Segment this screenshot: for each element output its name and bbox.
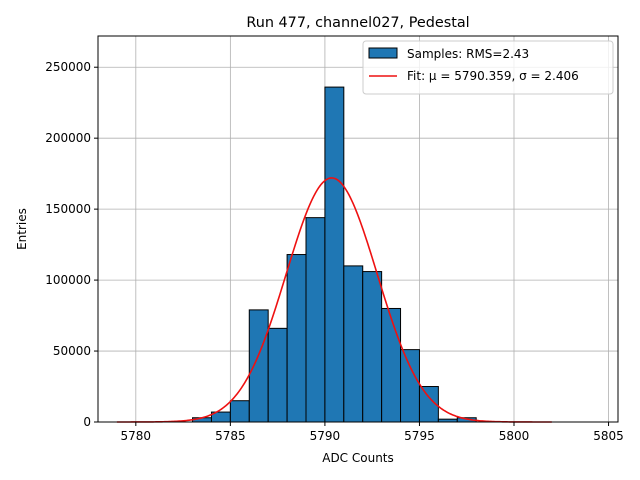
y-tick-label: 50000 (53, 344, 91, 358)
x-tick-label: 5790 (310, 429, 341, 443)
x-tick-label: 5805 (593, 429, 624, 443)
y-tick-label: 200000 (45, 131, 91, 145)
histogram-bar (381, 307, 402, 423)
histogram-bars (192, 86, 477, 423)
histogram-bar (267, 327, 288, 423)
histogram-bar (305, 217, 326, 423)
histogram-bar (343, 265, 364, 423)
y-tick-label: 100000 (45, 273, 91, 287)
fit-curve-group (116, 177, 552, 423)
histogram-bar (324, 86, 345, 423)
x-tick-label: 5795 (404, 429, 435, 443)
x-axis-label: ADC Counts (322, 451, 394, 465)
histogram-bar (400, 349, 420, 423)
x-tick-label: 5780 (121, 429, 152, 443)
y-tick-label: 0 (83, 415, 91, 429)
legend: Samples: RMS=2.43 Fit: μ = 5790.359, σ =… (362, 40, 614, 95)
legend-fit-label: Fit: μ = 5790.359, σ = 2.406 (407, 69, 579, 83)
y-axis-ticks: 0 50000 100000 150000 200000 250000 (45, 60, 98, 429)
histogram-bar (248, 309, 269, 423)
legend-box (362, 40, 614, 95)
x-tick-label: 5800 (499, 429, 530, 443)
y-axis-label: Entries (15, 208, 29, 250)
x-axis-ticks: 5780 5785 5790 5795 5800 5805 (121, 422, 624, 443)
legend-histogram-label: Samples: RMS=2.43 (407, 47, 529, 61)
legend-histogram-swatch (368, 47, 398, 59)
fit-curve (116, 177, 552, 423)
histogram-bar (286, 254, 307, 423)
histogram-bar (229, 400, 250, 423)
chart-title: Run 477, channel027, Pedestal (246, 15, 469, 31)
x-tick-label: 5785 (215, 429, 246, 443)
y-tick-label: 150000 (45, 202, 91, 216)
histogram-bar (362, 271, 383, 423)
y-tick-label: 250000 (45, 60, 91, 74)
plot-frame (97, 35, 619, 423)
